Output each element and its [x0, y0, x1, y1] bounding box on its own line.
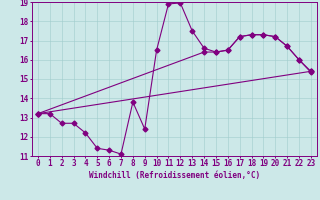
X-axis label: Windchill (Refroidissement éolien,°C): Windchill (Refroidissement éolien,°C): [89, 171, 260, 180]
